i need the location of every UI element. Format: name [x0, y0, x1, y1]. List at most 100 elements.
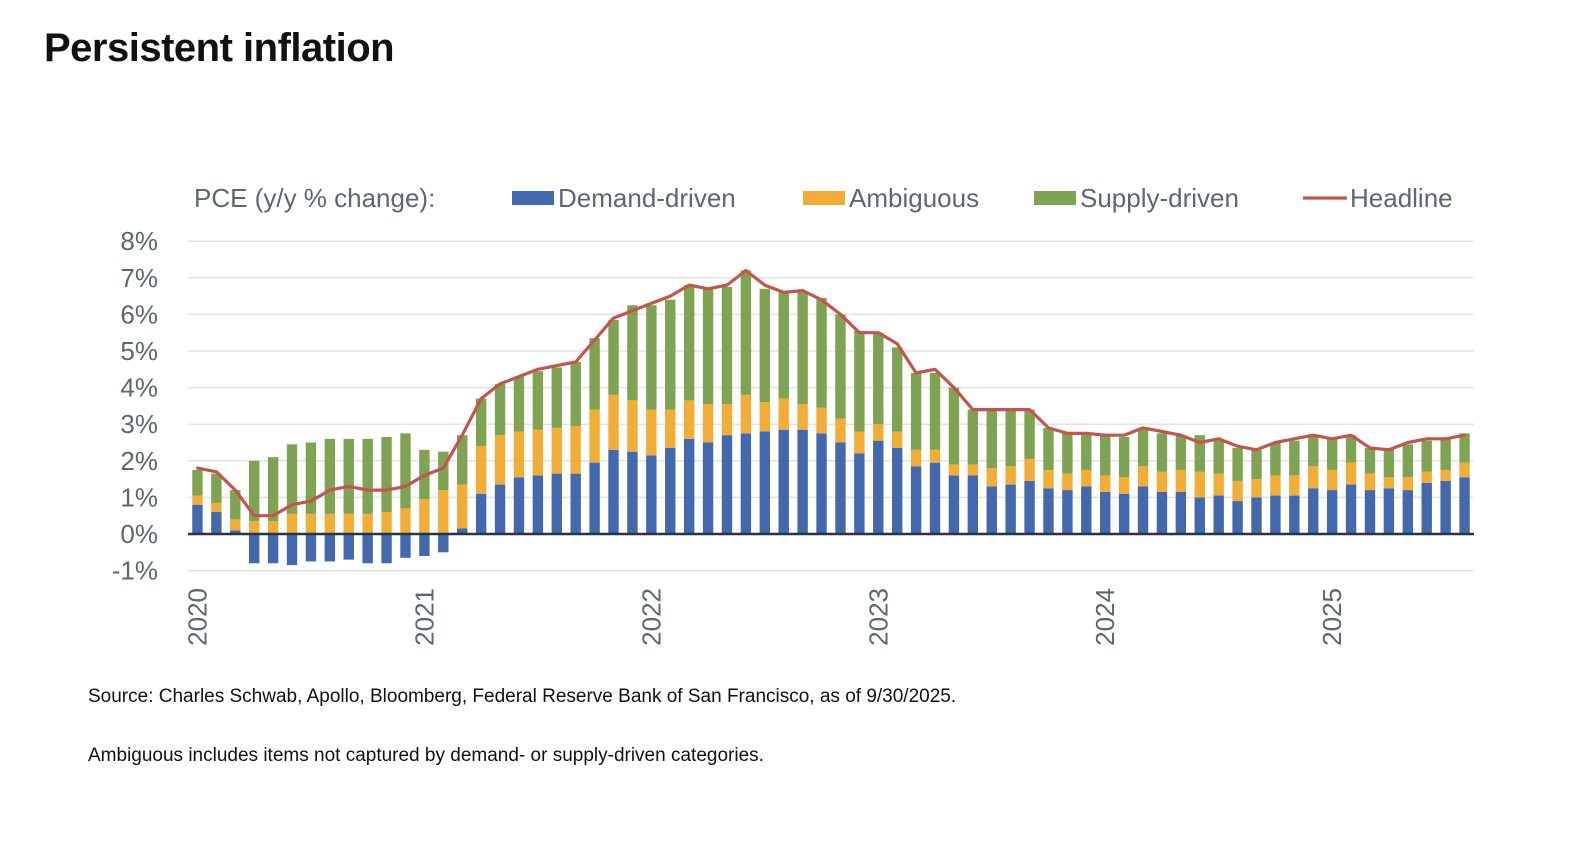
bar-ambiguous	[1459, 462, 1470, 478]
pce-stacked-bar-chart: -1%0%1%2%3%4%5%6%7%8% 2020 2021 2022 2023 20…	[112, 183, 1474, 646]
bar-ambiguous	[248, 521, 260, 534]
bar-demand-driven	[1175, 491, 1187, 534]
y-tick-label: 6%	[120, 299, 158, 329]
bar-supply-driven	[721, 286, 733, 405]
bar-demand-driven	[1383, 488, 1395, 534]
bar-demand-driven	[419, 534, 430, 556]
bar-ambiguous	[343, 513, 354, 534]
bar-ambiguous	[1308, 466, 1319, 489]
bar-supply-driven	[948, 387, 960, 465]
bar-demand-driven	[230, 530, 241, 534]
bar-supply-driven	[1062, 433, 1073, 474]
bar-supply-driven	[324, 438, 336, 514]
bar-supply-driven	[457, 435, 468, 485]
bar-supply-driven	[1194, 435, 1205, 472]
bar-ambiguous	[759, 402, 771, 432]
bar-demand-driven	[1402, 490, 1414, 534]
bar-ambiguous	[910, 449, 922, 467]
bar-demand-driven	[929, 462, 941, 534]
bar-supply-driven	[551, 367, 562, 428]
bar-supply-driven	[1440, 438, 1451, 470]
bar-ambiguous	[1118, 477, 1130, 494]
bar-demand-driven	[816, 433, 827, 534]
bar-ambiguous	[211, 502, 222, 513]
bar-ambiguous	[665, 409, 676, 448]
bar-ambiguous	[324, 513, 336, 534]
bar-demand-driven	[1421, 482, 1432, 534]
bar-supply-driven	[967, 409, 979, 465]
bar-demand-driven	[1137, 486, 1149, 534]
bar-supply-driven	[475, 398, 487, 447]
bar-supply-driven	[513, 376, 525, 432]
bar-ambiguous	[627, 400, 638, 452]
bar-demand-driven	[381, 534, 392, 564]
bar-supply-driven	[1213, 440, 1224, 474]
bar-demand-driven	[1289, 495, 1300, 534]
bar-demand-driven	[627, 451, 638, 534]
bar-demand-driven	[438, 534, 449, 553]
bar-ambiguous	[362, 513, 373, 534]
bar-demand-driven	[1459, 477, 1470, 534]
headline-line	[195, 268, 1467, 518]
bar-demand-driven	[1118, 493, 1130, 534]
x-axis: 2020 2021 2022 2023 2024 2025	[183, 588, 1348, 646]
bar-demand-driven	[910, 466, 922, 534]
bar-ambiguous	[286, 513, 298, 534]
bar-demand-driven	[1156, 491, 1168, 534]
bar-supply-driven	[1251, 449, 1262, 480]
bar-demand-driven	[891, 447, 903, 534]
bar-supply-driven	[608, 319, 619, 395]
y-tick-label: 2%	[120, 446, 158, 476]
bar-demand-driven	[1232, 501, 1243, 534]
bar-demand-driven	[759, 431, 771, 534]
bar-supply-driven	[589, 338, 600, 410]
bar-demand-driven	[665, 447, 676, 534]
bar-demand-driven	[1440, 480, 1451, 534]
bar-ambiguous	[1383, 477, 1395, 489]
bar-supply-driven	[854, 330, 865, 432]
bar-supply-driven	[627, 305, 638, 401]
bar-ambiguous	[1005, 466, 1016, 485]
bar-ambiguous	[1402, 477, 1414, 491]
bar-supply-driven	[835, 314, 846, 419]
bar-ambiguous	[438, 490, 449, 534]
bar-ambiguous	[967, 464, 979, 476]
bar-supply-driven	[1345, 435, 1357, 463]
y-tick-label: 7%	[120, 263, 158, 293]
bar-ambiguous	[986, 468, 997, 487]
y-tick-label: 5%	[120, 336, 158, 366]
bar-ambiguous	[1024, 458, 1035, 481]
x-tick-label: 2025	[1317, 588, 1347, 646]
bar-demand-driven	[570, 473, 581, 534]
bar-supply-driven	[248, 460, 260, 522]
bar-demand-driven	[740, 433, 752, 534]
bar-demand-driven	[1100, 491, 1111, 534]
bar-supply-driven	[438, 451, 449, 491]
bar-demand-driven	[702, 442, 714, 534]
bar-demand-driven	[1308, 488, 1319, 534]
bar-ambiguous	[608, 394, 619, 450]
bar-demand-driven	[1326, 490, 1338, 534]
bar-ambiguous	[929, 449, 941, 463]
x-tick-label: 2024	[1090, 588, 1120, 646]
bar-supply-driven	[910, 372, 922, 450]
bar-ambiguous	[854, 431, 865, 454]
bar-ambiguous	[1289, 475, 1300, 496]
bar-supply-driven	[1289, 440, 1300, 476]
bar-demand-driven	[362, 534, 373, 564]
bar-demand-driven	[967, 475, 979, 534]
bar-supply-driven	[702, 288, 714, 405]
bar-ambiguous	[532, 429, 544, 476]
bar-supply-driven	[1308, 435, 1319, 467]
bar-demand-driven	[986, 486, 997, 534]
bar-supply-driven	[267, 457, 279, 522]
headline-series	[195, 268, 1467, 518]
gridlines	[188, 240, 1474, 572]
bar-demand-driven	[1364, 490, 1376, 534]
bar-ambiguous	[570, 426, 581, 474]
bar-ambiguous	[873, 424, 884, 441]
bar-supply-driven	[1270, 442, 1281, 476]
bar-supply-driven	[400, 433, 411, 509]
legend-swatch-ambiguous	[803, 191, 845, 205]
bar-demand-driven	[778, 429, 789, 534]
